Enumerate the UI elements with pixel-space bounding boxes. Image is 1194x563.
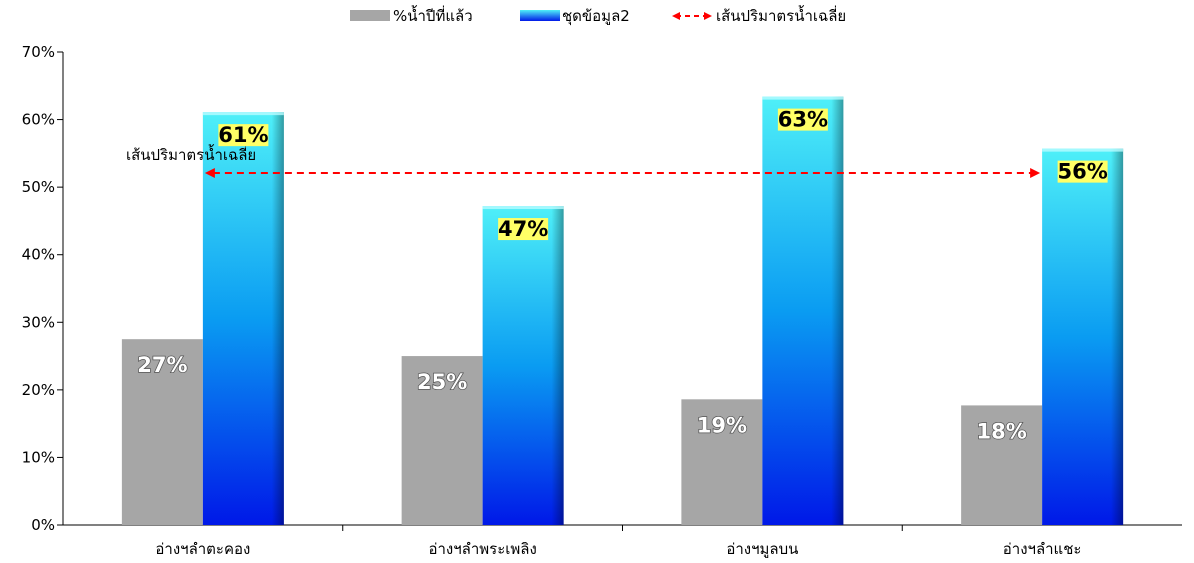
- legend-swatch-average-line: [672, 12, 712, 20]
- legend-label-series-2: ชุดข้อมูล2: [562, 7, 630, 26]
- y-tick-label: 40%: [22, 246, 55, 264]
- data-label-highlight: [218, 124, 269, 147]
- bars: [121, 96, 1124, 526]
- bar-series-2-shade: [482, 206, 564, 525]
- average-line-arrow-right: [1030, 167, 1041, 178]
- average-line: เส้นปริมาตรน้ำเฉลี่ย: [126, 144, 1041, 178]
- y-tick-label: 10%: [22, 448, 55, 466]
- data-label-series-1: 18%: [976, 419, 1026, 443]
- y-tick-label: 60%: [22, 111, 55, 129]
- legend-label-average-line: เส้นปริมาตรน้ำเฉลี่ย: [716, 5, 846, 25]
- y-tick-label: 0%: [31, 516, 55, 534]
- y-tick-label: 20%: [22, 381, 55, 399]
- data-label-highlight: [777, 108, 828, 131]
- data-label-series-1: 19%: [697, 413, 747, 437]
- bar-series-2-cap: [1042, 148, 1124, 152]
- bar-series-1: [121, 339, 203, 525]
- legend-label-series-1: %น้ำปีที่แล้ว: [393, 5, 473, 25]
- x-tick-label: อ่างฯลำตะคอง: [155, 540, 250, 558]
- bar-series-2-cap: [202, 112, 284, 116]
- x-tick-label: อ่างฯมูลบน: [726, 540, 798, 558]
- data-label-series-1: 27%: [137, 353, 187, 377]
- bar-series-2-shade: [1042, 148, 1124, 525]
- y-tick-label: 50%: [22, 178, 55, 196]
- legend-swatch-blue: [520, 10, 560, 21]
- data-label-series-2: 47%: [498, 217, 548, 241]
- bar-series-2-cap: [482, 206, 564, 210]
- y-tick-label: 70%: [22, 43, 55, 61]
- data-label-series-2: 61%: [218, 123, 268, 147]
- bar-series-2-shade: [762, 96, 844, 526]
- x-axis-ticks: อ่างฯลำตะคอง อ่างฯลำพระเพลิง อ่างฯมูลบน อ่า…: [155, 525, 1081, 558]
- bar-series-1: [681, 399, 763, 525]
- legend: %น้ำปีที่แล้ว ชุดข้อมูล2 เส้นปริมาตรน้ำเ…: [350, 5, 846, 26]
- data-label-highlight: [1057, 160, 1108, 183]
- bar-series-2-cap: [762, 96, 844, 100]
- x-tick-label: อ่างฯลำแชะ: [1003, 540, 1082, 558]
- average-line-annotation: เส้นปริมาตรน้ำเฉลี่ย: [126, 144, 256, 164]
- data-label-series-2: 56%: [1057, 160, 1107, 184]
- data-labels: 27% 61% 25% 47% 19% 63% 18% 56%: [136, 108, 1108, 445]
- average-line-arrow-left: [204, 167, 215, 178]
- data-label-highlight: [498, 218, 549, 241]
- bar-series-2-shade: [202, 112, 284, 525]
- legend-swatch-gray: [350, 10, 390, 21]
- bar-series-1: [961, 405, 1043, 525]
- y-tick-label: 30%: [22, 313, 55, 331]
- data-label-series-2: 63%: [778, 108, 828, 132]
- y-axis-ticks: 0% 10% 20% 30% 40% 50% 60% 70%: [22, 43, 63, 534]
- data-label-series-1: 25%: [417, 370, 467, 394]
- bar-series-1: [401, 356, 483, 525]
- x-tick-label: อ่างฯลำพระเพลิง: [428, 540, 536, 558]
